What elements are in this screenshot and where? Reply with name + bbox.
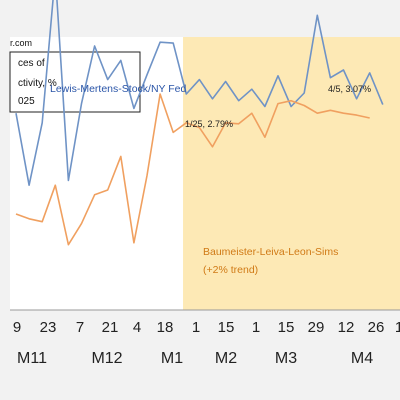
month-label: M3 (275, 350, 297, 367)
highlight-region (183, 37, 400, 310)
x-tick-label: 15 (218, 319, 235, 336)
legend-box: ces of ctivity, % 025 (9, 51, 141, 113)
series-label-blue: Lewis-Mertens-Stock/NY Fed (50, 83, 187, 95)
x-tick-label: 7 (76, 319, 84, 336)
x-tick-label: 18 (157, 319, 174, 336)
series-line-blls (15, 93, 370, 246)
x-tick-label: 12 (338, 319, 355, 336)
x-tick-label: 26 (368, 319, 385, 336)
annotation-apr: 4/5, 3.07% (328, 84, 371, 94)
x-tick-label: 1 (192, 319, 200, 336)
x-tick-label: 9 (13, 319, 21, 336)
chart-title-line-2: ctivity, % (18, 78, 57, 89)
x-tick-label: 23 (40, 319, 57, 336)
x-tick-label: 1 (395, 319, 400, 336)
x-tick-label: 21 (102, 319, 119, 336)
x-tick-label: 1 (252, 319, 260, 336)
month-label: M12 (91, 350, 122, 367)
month-labels: M11 M12 M1 M2 M3 M4 (17, 350, 373, 367)
month-label: M2 (215, 350, 237, 367)
chart-title-line-3: 025 (18, 96, 35, 107)
annotation-jan: 1/25, 2.79% (185, 119, 233, 129)
month-label: M1 (161, 350, 183, 367)
month-label: M4 (351, 350, 373, 367)
series-label-orange: Baumeister-Leiva-Leon-Sims (203, 246, 338, 258)
x-tick-label: 29 (308, 319, 325, 336)
month-label: M11 (17, 350, 47, 367)
x-tick-labels: 9 23 7 21 4 18 1 15 1 15 29 12 26 1 (13, 319, 400, 336)
x-tick-label: 4 (133, 319, 141, 336)
series-label-orange-note: (+2% trend) (203, 264, 258, 276)
series-line-lms (15, 0, 384, 186)
chart-title-line-1: ces of (18, 58, 45, 69)
series-layer (15, 0, 384, 246)
source-text: r.com (10, 38, 32, 48)
x-tick-label: 15 (278, 319, 295, 336)
